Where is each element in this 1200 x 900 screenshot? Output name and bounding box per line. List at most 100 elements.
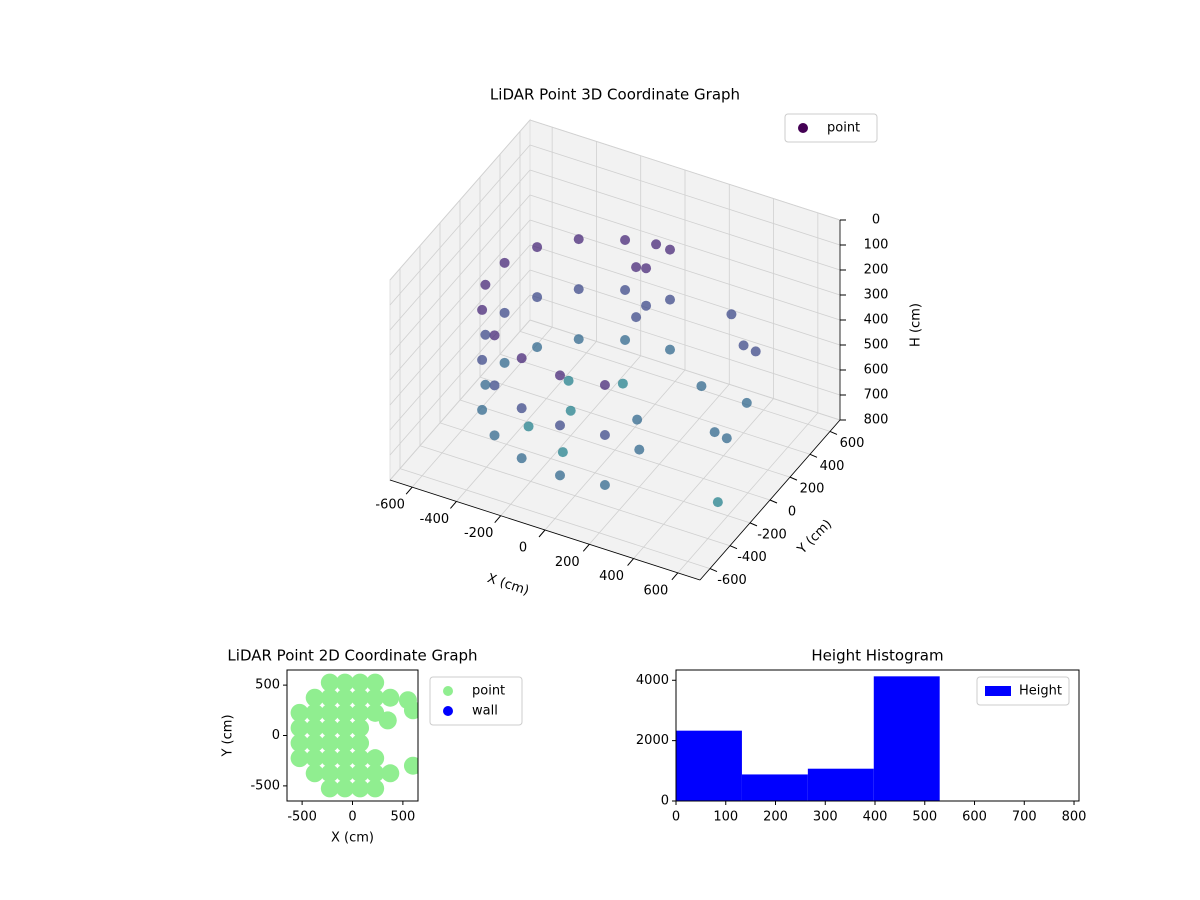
grid-line	[389, 319, 531, 481]
grid-line	[389, 119, 531, 281]
legend-frame	[429, 676, 523, 726]
point	[641, 263, 652, 274]
grid-line	[529, 194, 841, 296]
plot-area	[290, 673, 418, 798]
point	[665, 294, 675, 305]
x-tick	[405, 486, 413, 495]
point	[709, 427, 720, 438]
point	[366, 779, 385, 798]
legend-frame	[784, 113, 878, 143]
grid-line	[399, 468, 711, 569]
point	[665, 244, 675, 255]
point	[499, 257, 510, 268]
point	[641, 300, 652, 311]
y-tick	[709, 568, 718, 573]
point	[351, 688, 370, 707]
y-tick-label: -500	[250, 778, 280, 793]
point	[320, 764, 339, 783]
x-tick-label: 500	[912, 810, 937, 825]
point	[335, 734, 354, 753]
legend-label: Height	[1019, 684, 1062, 699]
point	[403, 701, 418, 720]
chart-title: LiDAR Point 2D Coordinate Graph	[227, 647, 477, 665]
point	[499, 357, 510, 368]
point	[631, 312, 642, 323]
legend-label: point	[827, 121, 860, 136]
point	[750, 346, 761, 357]
grid-line	[529, 294, 841, 396]
point	[320, 779, 339, 798]
x-tick	[538, 529, 546, 538]
point	[351, 673, 370, 692]
x-tick	[627, 558, 634, 566]
point	[573, 284, 584, 295]
point	[320, 688, 339, 707]
point	[477, 404, 488, 415]
legend-marker	[443, 706, 453, 716]
point	[738, 340, 749, 351]
point	[335, 749, 354, 768]
point	[516, 353, 527, 364]
legend-marker	[798, 123, 808, 133]
x-tick-label: -500	[287, 810, 317, 825]
legend-marker	[443, 686, 453, 696]
point	[480, 329, 491, 340]
y-tick-label: 4000	[636, 673, 669, 688]
grid-line	[459, 399, 771, 501]
chart-title: Height Histogram	[811, 647, 943, 665]
point	[366, 749, 385, 768]
point	[305, 734, 324, 753]
grid-line	[389, 194, 531, 356]
point	[351, 764, 370, 783]
point	[335, 779, 354, 798]
point	[523, 421, 534, 432]
x-axis-label: X (cm)	[331, 831, 374, 846]
point	[634, 444, 645, 455]
point	[477, 304, 488, 315]
grid-line	[499, 353, 811, 455]
point	[555, 370, 565, 381]
y-tick-label: 400	[820, 459, 845, 474]
point	[532, 292, 543, 303]
y-tick-label: -400	[737, 550, 767, 565]
point	[480, 279, 491, 290]
point	[573, 234, 584, 245]
grid-line	[419, 445, 731, 547]
z-axis-label: H (cm)	[909, 303, 924, 347]
z-tick-label: 700	[864, 388, 889, 403]
x-tick-label: 700	[1012, 810, 1037, 825]
axis-line	[699, 419, 841, 581]
point	[320, 673, 339, 692]
point	[320, 734, 339, 753]
point	[335, 673, 354, 692]
y-tick	[789, 476, 798, 481]
z-tick-label: 500	[864, 338, 889, 353]
point	[620, 334, 631, 345]
point	[290, 718, 309, 737]
point	[366, 688, 385, 707]
point	[477, 354, 488, 365]
point	[381, 764, 400, 783]
bar	[873, 676, 940, 801]
x-tick-label: 400	[599, 569, 624, 584]
point	[741, 397, 752, 408]
x-tick-label: 200	[555, 555, 580, 570]
y-tick	[729, 545, 738, 550]
x-tick-label: 400	[863, 810, 888, 825]
z-tick-label: 800	[864, 413, 889, 428]
grid-line	[529, 119, 841, 221]
point	[555, 420, 565, 431]
point	[632, 414, 643, 425]
point	[335, 764, 354, 783]
point	[721, 433, 732, 444]
point	[489, 380, 500, 391]
point	[726, 309, 737, 320]
point	[599, 430, 610, 441]
grid-line	[389, 144, 531, 306]
legend-label: point	[472, 684, 505, 699]
point	[366, 673, 385, 692]
point	[335, 703, 354, 722]
grid-line	[389, 244, 531, 406]
point	[599, 480, 610, 491]
